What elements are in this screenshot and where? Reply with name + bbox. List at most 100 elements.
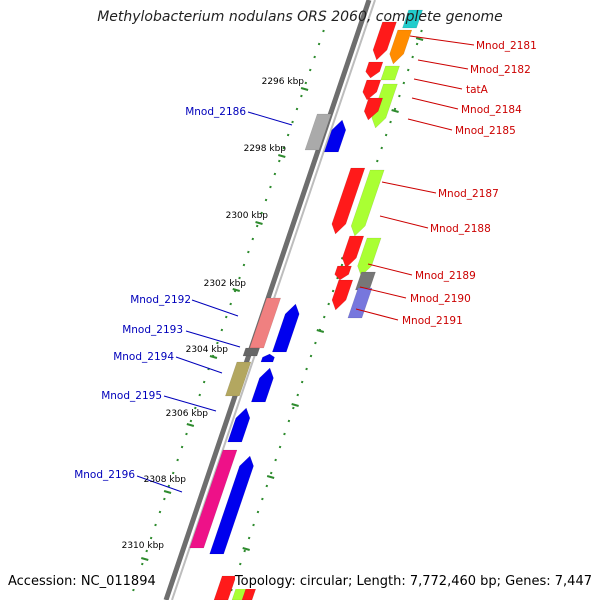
tick-dot [402,81,406,85]
tick-dot [189,419,193,423]
tick-layer [132,29,424,592]
gene-green [380,65,400,81]
tick-dot [420,29,423,33]
gene-right-label: Mnod_2190 [410,293,471,305]
tick-dot [278,159,281,163]
major-tick [266,475,275,479]
gene-red [365,61,384,79]
tick-dot [274,458,277,462]
tick-dot [194,406,197,410]
gene-left-leader [136,475,183,493]
gene-left-leader [163,395,217,412]
tick-dot [309,354,313,358]
gene-red [331,279,354,311]
tick-dot [304,81,308,85]
major-tick [278,154,286,158]
tick-dot [202,380,206,384]
gene-red [213,575,237,601]
major-tick [316,329,325,333]
tick-dot [171,471,175,475]
tick-dot [167,484,171,488]
gene-right-leader [359,286,407,299]
tick-dot [252,523,255,527]
tick-dot [158,510,162,514]
tick-dot [239,562,242,566]
feature-layer [189,9,423,601]
major-tick [242,547,250,551]
gene-left-label: Mnod_2195 [101,390,162,402]
tick-dot [269,185,272,189]
tick-dot [132,588,135,592]
tick-dot [229,302,232,306]
tick-dot [291,120,294,124]
tick-dot [243,549,246,553]
tick-dot [225,315,228,319]
gene-blue [209,455,254,555]
tick-dot [411,55,414,59]
major-tick [163,490,172,494]
tick-dot [296,393,299,397]
tick-dot [261,497,264,501]
tick-dot [180,445,184,449]
tick-dot [238,276,241,280]
major-tick [391,109,399,113]
tick-dot [406,68,410,72]
tick-dot [255,224,259,228]
gene-red [342,235,365,269]
tick-dot [247,250,250,254]
tick-dot [242,263,246,267]
gene-right-leader [379,215,429,229]
tick-dot [154,523,157,527]
major-tick [255,221,263,225]
tick-dot [415,42,419,46]
tick-dot [305,367,308,371]
major-tick [232,288,241,292]
tick-dot [149,536,153,540]
tick-dot [317,42,321,46]
tick-dot [300,94,303,98]
label-layer: Mnod_2181 Mnod_2182 tatA Mnod_2184 Mnod_2185… [74,40,537,551]
tick-dot [313,55,316,59]
gene-red [372,21,397,61]
major-tick [300,87,309,91]
gene-right-label: Mnod_2187 [438,188,499,200]
gene-right-leader [355,308,399,321]
gene-grey [355,271,376,291]
tick-dot [286,133,290,137]
tick-dot [265,484,269,488]
map-title: Methylobacterium nodulans ORS 2060, comp… [97,9,503,25]
gene-blue [227,407,251,443]
scale-label: 2304 kbp [186,345,229,355]
tick-dot [264,198,268,202]
tick-dot [216,341,219,345]
tick-dot [380,146,383,150]
major-tick [186,423,195,427]
tick-dot [282,146,285,150]
gene-right-leader [411,97,459,110]
tick-dot [198,393,201,397]
gene-right-label: Mnod_2181 [476,40,537,52]
gene-right-leader [417,59,469,70]
tick-dot [308,68,312,72]
tick-dot [389,120,392,124]
gene-left-label: Mnod_2192 [130,294,191,306]
gene-right-label: Mnod_2189 [415,270,476,282]
gene-right-leader [367,263,413,276]
gene-left-label: Mnod_2194 [113,351,174,363]
gene-violet [347,287,373,319]
gene-orange [389,29,413,65]
scale-label: 2308 kbp [144,475,187,485]
gene-red [334,265,352,281]
tick-dot [185,432,188,436]
gene-red [331,167,366,235]
gene-magenta [189,449,238,549]
tick-dot [256,510,260,514]
tick-dot [141,562,144,566]
tick-dot [327,302,330,306]
tick-dot [376,159,379,163]
gene-red [363,97,384,121]
gene-right-label: Mnod_2185 [455,125,516,137]
gene-right-label: Mnod_2191 [402,315,463,327]
